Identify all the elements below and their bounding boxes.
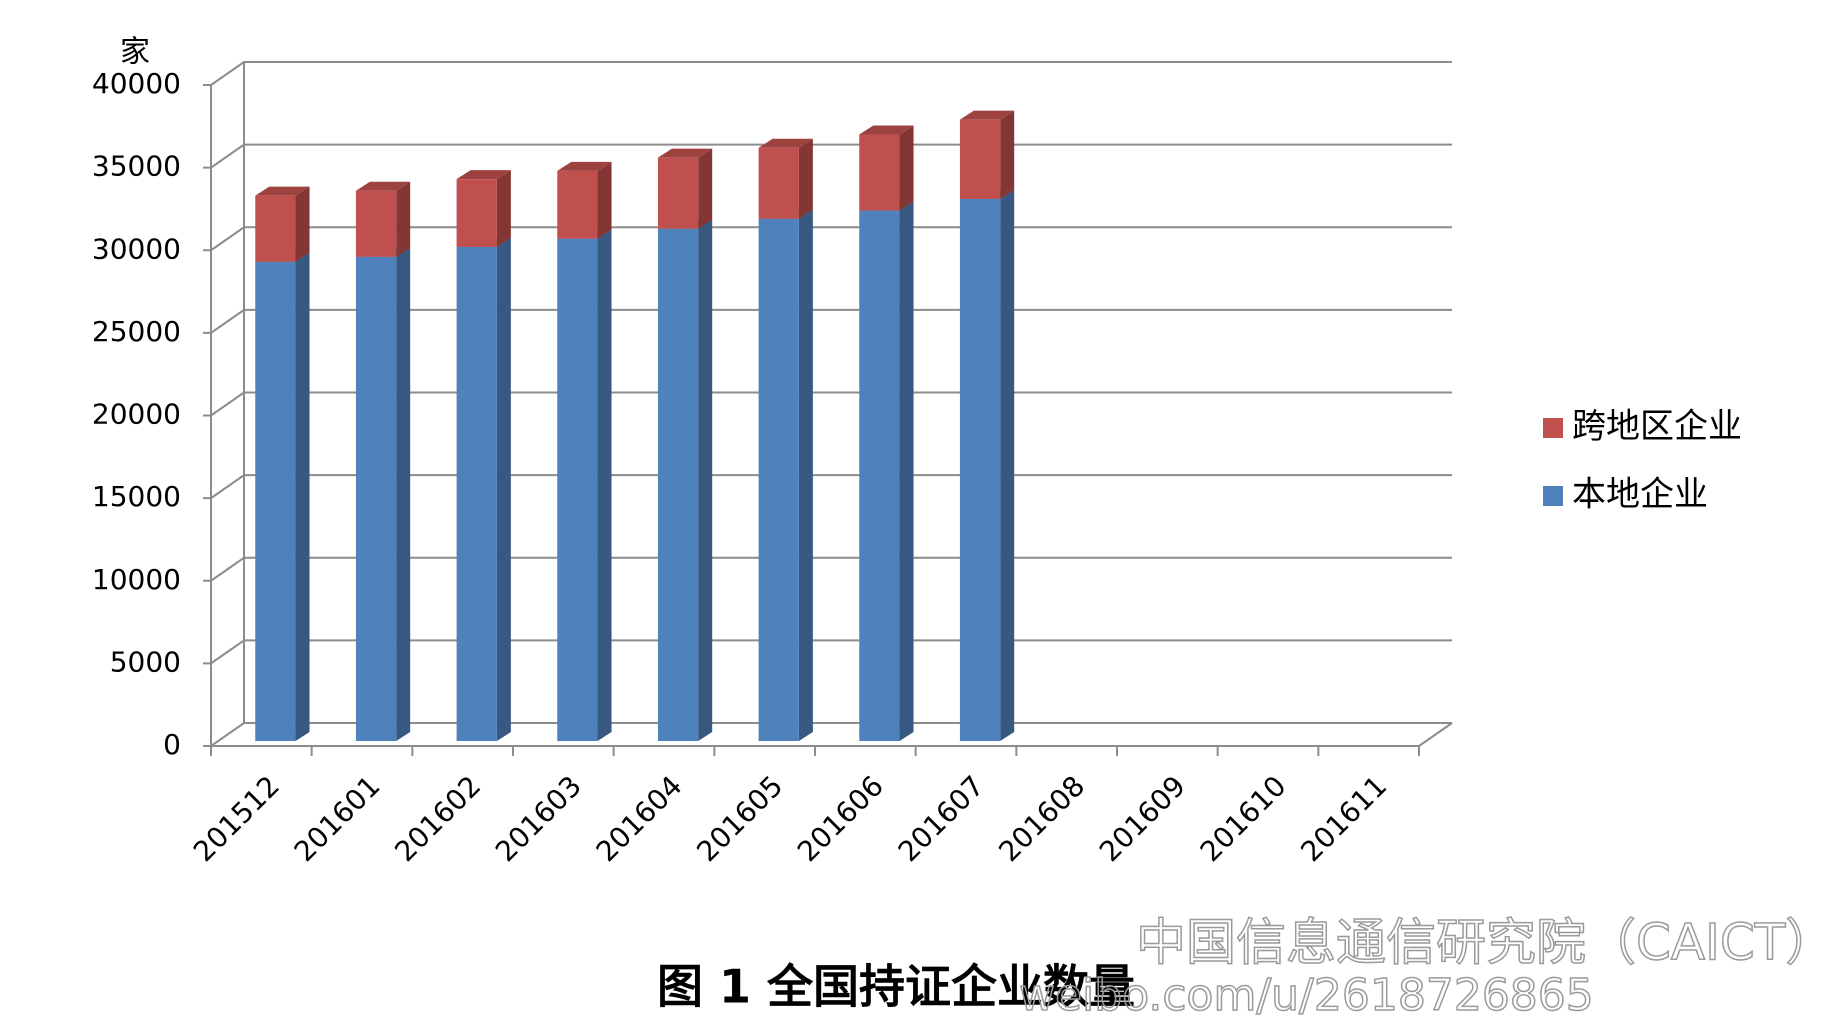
grid-line (210, 639, 1452, 665)
bar (456, 179, 497, 247)
bar-side (496, 237, 511, 741)
caption: 图 1 全国持证企业数量 (657, 960, 1135, 1014)
y-tick-label: 35000 (92, 150, 181, 183)
bar-top (959, 110, 1015, 120)
bar-top (657, 148, 713, 158)
grid-line (210, 61, 1452, 86)
y-tick-label: 10000 (92, 563, 181, 596)
bar-side (295, 252, 310, 741)
legend-label: 本地企业 (1572, 475, 1708, 515)
bar-top (355, 181, 411, 191)
bar-top (456, 170, 511, 180)
watermark: weibo.com/u/2618726865 (1019, 970, 1594, 1021)
y-tick-label: 30000 (92, 232, 181, 265)
y-unit-label: 家 (120, 35, 150, 70)
y-tick-label: 25000 (92, 315, 181, 348)
bar-side (396, 247, 411, 741)
x-tick-label: 201610 (1194, 769, 1293, 868)
legend-swatch (1543, 486, 1563, 506)
bar (557, 238, 598, 741)
bar-top (859, 125, 914, 135)
x-tick-label: 201603 (489, 769, 588, 868)
bar-side (698, 219, 713, 742)
y-tick-label: 40000 (92, 67, 181, 100)
bar (355, 256, 397, 741)
bar-side (698, 148, 713, 229)
grid-line (210, 226, 1452, 252)
grid-line (210, 143, 1452, 169)
y-tick-label: 0 (163, 728, 181, 761)
bar-side (295, 186, 310, 262)
bar-top (758, 138, 813, 148)
grid-line (210, 722, 1452, 747)
bar (758, 218, 799, 741)
x-tick-label: 201512 (187, 769, 286, 868)
bar-side (798, 138, 813, 219)
watermark: 中国信息通信研究院（CAICT） (1136, 914, 1827, 972)
bar-side (597, 161, 612, 239)
bar (355, 190, 397, 257)
y-tick-label: 20000 (92, 398, 181, 431)
bar-side (396, 181, 411, 257)
legend-swatch (1543, 418, 1563, 438)
floor-edge (1418, 722, 1453, 747)
bar (657, 228, 699, 742)
bar-side (798, 209, 813, 741)
legend-label: 跨地区企业 (1572, 407, 1742, 447)
x-tick-label: 201604 (590, 769, 689, 868)
bar (255, 261, 296, 741)
x-tick-label: 201606 (791, 769, 890, 868)
x-tick-label: 201601 (288, 769, 387, 868)
x-tick-label: 201605 (690, 769, 789, 868)
x-tick-label: 201607 (892, 769, 991, 868)
bar (758, 147, 799, 219)
x-tick-label: 201611 (1294, 769, 1393, 868)
bar (557, 170, 598, 239)
x-tick-label: 201609 (1093, 769, 1192, 868)
grid-line (210, 391, 1452, 417)
bar-side (1000, 189, 1015, 742)
grid-line (210, 474, 1452, 499)
bar (456, 246, 497, 741)
grid-line (210, 308, 1452, 334)
bar-side (899, 201, 914, 742)
bar-top (557, 161, 612, 171)
bar (255, 195, 296, 262)
bar (657, 157, 699, 229)
y-tick-label: 15000 (92, 480, 181, 513)
x-tick-label: 201602 (388, 769, 487, 868)
bar (859, 134, 900, 211)
bar (959, 119, 1001, 199)
bar (859, 210, 900, 742)
x-tick-label: 201608 (992, 769, 1091, 868)
bar-top (255, 186, 310, 196)
bar-side (899, 125, 914, 211)
bar (959, 198, 1001, 742)
bar-side (597, 229, 612, 741)
y-tick-label: 5000 (110, 645, 181, 678)
grid-line (210, 556, 1452, 582)
bar-side (496, 170, 511, 247)
bar-side (1000, 110, 1015, 199)
